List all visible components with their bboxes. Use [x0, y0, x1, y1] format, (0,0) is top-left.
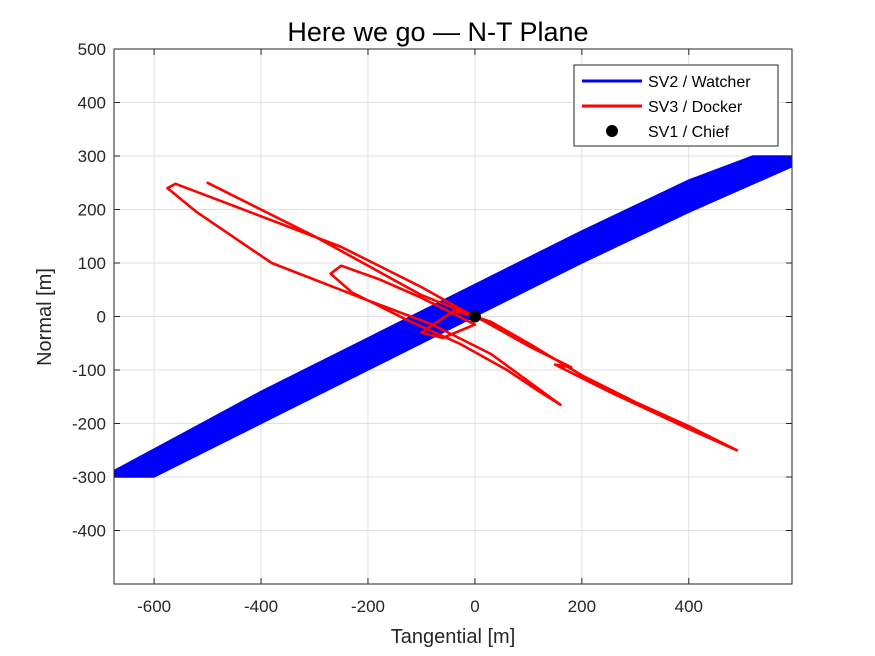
- docker-trajectory: [166, 181, 739, 452]
- y-tick-label: -300: [72, 468, 106, 487]
- legend-label: SV1 / Chief: [648, 124, 729, 141]
- ticks: -600 -400 -200 0 200 400 -400 -300 -200 -100 0 100 2…: [72, 40, 792, 616]
- y-tick-label: 400: [78, 94, 106, 113]
- legend-marker-chief: [606, 125, 618, 137]
- x-axis-label: Tangential [m]: [391, 626, 516, 648]
- x-tick-label: 200: [568, 597, 596, 616]
- watcher-trajectory: [114, 155, 792, 478]
- chart-title: Here we go — N-T Plane: [287, 17, 588, 47]
- data-layer: [114, 155, 792, 478]
- y-tick-label: 200: [78, 201, 106, 220]
- x-tick-label: -600: [137, 597, 171, 616]
- legend-label: SV3 / Docker: [648, 99, 743, 116]
- legend-label: SV2 / Watcher: [648, 74, 751, 91]
- chief-point: [468, 310, 481, 323]
- y-tick-label: 300: [78, 147, 106, 166]
- y-tick-label: 100: [78, 254, 106, 273]
- y-tick-label: 0: [97, 308, 106, 327]
- y-tick-label: 500: [78, 40, 106, 59]
- x-tick-label: 0: [470, 597, 479, 616]
- y-axis-label: Normal [m]: [34, 268, 56, 366]
- x-tick-label: -200: [351, 597, 385, 616]
- y-tick-label: -100: [72, 361, 106, 380]
- y-tick-label: -200: [72, 415, 106, 434]
- x-tick-label: 400: [675, 597, 703, 616]
- legend: SV2 / Watcher SV3 / Docker SV1 / Chief: [573, 64, 779, 147]
- y-tick-label: -400: [72, 522, 106, 541]
- x-tick-label: -400: [244, 597, 278, 616]
